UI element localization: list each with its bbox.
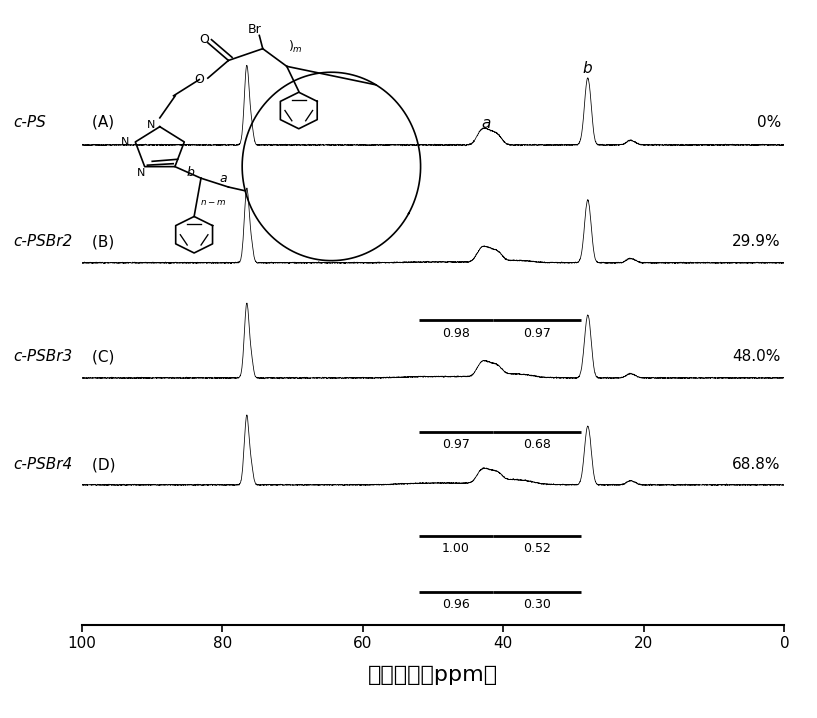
Text: N: N — [137, 167, 145, 177]
Text: c-PSBr4: c-PSBr4 — [14, 457, 73, 472]
Text: N: N — [121, 137, 129, 147]
Text: 48.0%: 48.0% — [732, 349, 781, 364]
Text: 0.68: 0.68 — [523, 438, 551, 451]
Text: 68.8%: 68.8% — [732, 457, 781, 472]
Text: )$_m$: )$_m$ — [288, 39, 303, 55]
Text: c-PSBr2: c-PSBr2 — [14, 234, 73, 249]
X-axis label: 化学位移（ppm）: 化学位移（ppm） — [368, 666, 498, 686]
Text: b: b — [186, 167, 194, 180]
Text: 0.98: 0.98 — [442, 327, 470, 340]
Text: 1.00: 1.00 — [442, 542, 470, 556]
Text: 0.97: 0.97 — [523, 327, 551, 340]
Text: 0.30: 0.30 — [523, 598, 551, 611]
Text: a: a — [481, 116, 490, 131]
Text: $_{n-m}$: $_{n-m}$ — [200, 195, 226, 208]
Text: c-PS: c-PS — [14, 115, 47, 130]
Text: Br: Br — [248, 23, 261, 36]
Text: 0.52: 0.52 — [523, 542, 551, 556]
Text: c-PSBr3: c-PSBr3 — [14, 349, 73, 364]
Text: O: O — [194, 73, 204, 86]
Text: 0.97: 0.97 — [442, 438, 470, 451]
Text: (D): (D) — [92, 457, 121, 472]
Text: 0.96: 0.96 — [442, 598, 470, 611]
Text: 29.9%: 29.9% — [732, 234, 781, 249]
Text: a: a — [220, 172, 227, 185]
Text: (A): (A) — [92, 115, 119, 130]
Text: 0%: 0% — [757, 115, 781, 130]
Text: (B): (B) — [92, 234, 119, 249]
Text: b: b — [583, 62, 592, 76]
Text: O: O — [199, 33, 209, 47]
Text: N: N — [147, 120, 155, 130]
Text: (C): (C) — [92, 349, 119, 364]
